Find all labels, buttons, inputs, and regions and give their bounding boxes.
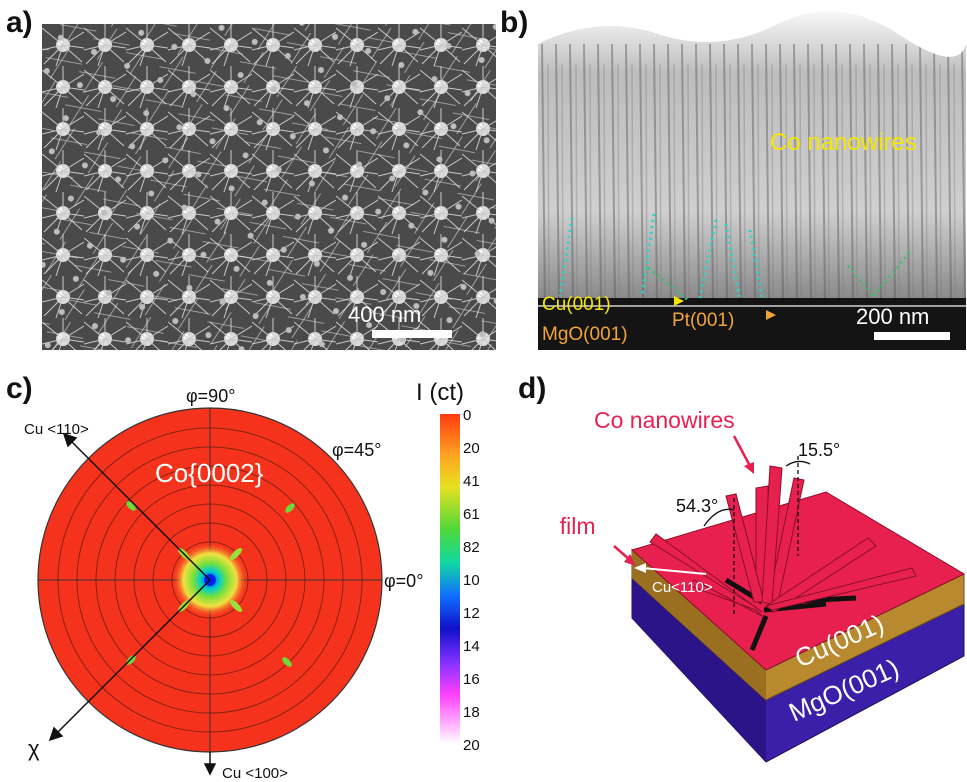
colorbar-tick-label: 826 xyxy=(463,539,480,556)
cu-arrowhead xyxy=(674,296,684,306)
panel-label-d: d) xyxy=(518,372,547,405)
tilt-guide-lines xyxy=(647,251,912,302)
panel-label-a: a) xyxy=(6,6,33,39)
phi-45-label: φ=45° xyxy=(332,440,381,460)
scale-bar-label-a: 400 nm xyxy=(348,302,421,327)
pole-figure: Co{0002} φ=90° φ=45° φ=0° Cu <110> Cu <1… xyxy=(24,380,480,782)
colorbar-tick-label: 1858 xyxy=(463,704,480,721)
colorbar-tick-label: 1445 xyxy=(463,638,480,655)
label-co-nanowires-d: Co nanowires xyxy=(594,407,735,433)
angle-15-label: 15.5° xyxy=(798,440,840,460)
colorbar-tick-label: 413 xyxy=(463,473,480,490)
label-pt-001-b: Pt(001) xyxy=(672,310,734,331)
pole-disk xyxy=(37,407,383,776)
pole-title: Co{0002} xyxy=(155,458,264,488)
cu110-direction-label: Cu<110> xyxy=(652,579,713,596)
panel-label-b: b) xyxy=(500,6,529,39)
colorbar-title: I (ct) xyxy=(416,380,464,406)
phi-90-label: φ=90° xyxy=(186,386,235,406)
growth-guide-lines xyxy=(558,213,764,301)
scale-bar-a xyxy=(372,330,452,338)
colorbar-tick-label: 206 xyxy=(463,440,480,457)
colorbar-tick-label: 1238 xyxy=(463,605,480,622)
label-cu-001-b: Cu(001) xyxy=(542,294,611,315)
panel-label-c: c) xyxy=(6,372,33,405)
tem-image: Co nanowires Cu(001) MgO(001) Pt(001) 20… xyxy=(538,4,966,350)
axis-cu100-label: Cu <100> xyxy=(222,765,288,782)
label-co-nanowires-b: Co nanowires xyxy=(770,129,917,156)
colorbar-tick-label: 1651 xyxy=(463,671,480,688)
colorbar-tick-label: 2064 xyxy=(463,737,480,754)
scale-bar-label-b: 200 nm xyxy=(856,304,929,329)
colorbar xyxy=(440,414,460,744)
colorbar-ticks: 0 206 413 619 826 1032 1238 1445 1651 1858 2064 xyxy=(463,407,480,754)
angle-54-label: 54.3° xyxy=(676,496,718,516)
colorbar-tick-label: 619 xyxy=(463,506,480,523)
axis-chi-label: χ xyxy=(28,736,40,761)
schematic: Co nanowires Co film 54.3° 15.5° Cu<110>… xyxy=(556,407,966,763)
axis-cu110-label: Cu <110> xyxy=(24,421,89,438)
sem-image: 400 nm xyxy=(42,24,496,350)
colorbar-tick-label: 1032 xyxy=(463,572,480,589)
colorbar-tick-label: 0 xyxy=(463,407,471,424)
pt-arrowhead xyxy=(766,310,776,320)
label-co-film-d: Co film xyxy=(556,513,596,539)
phi-0-label: φ=0° xyxy=(384,571,423,591)
scale-bar-b xyxy=(874,332,950,340)
label-mgo-001-b: MgO(001) xyxy=(542,324,628,345)
